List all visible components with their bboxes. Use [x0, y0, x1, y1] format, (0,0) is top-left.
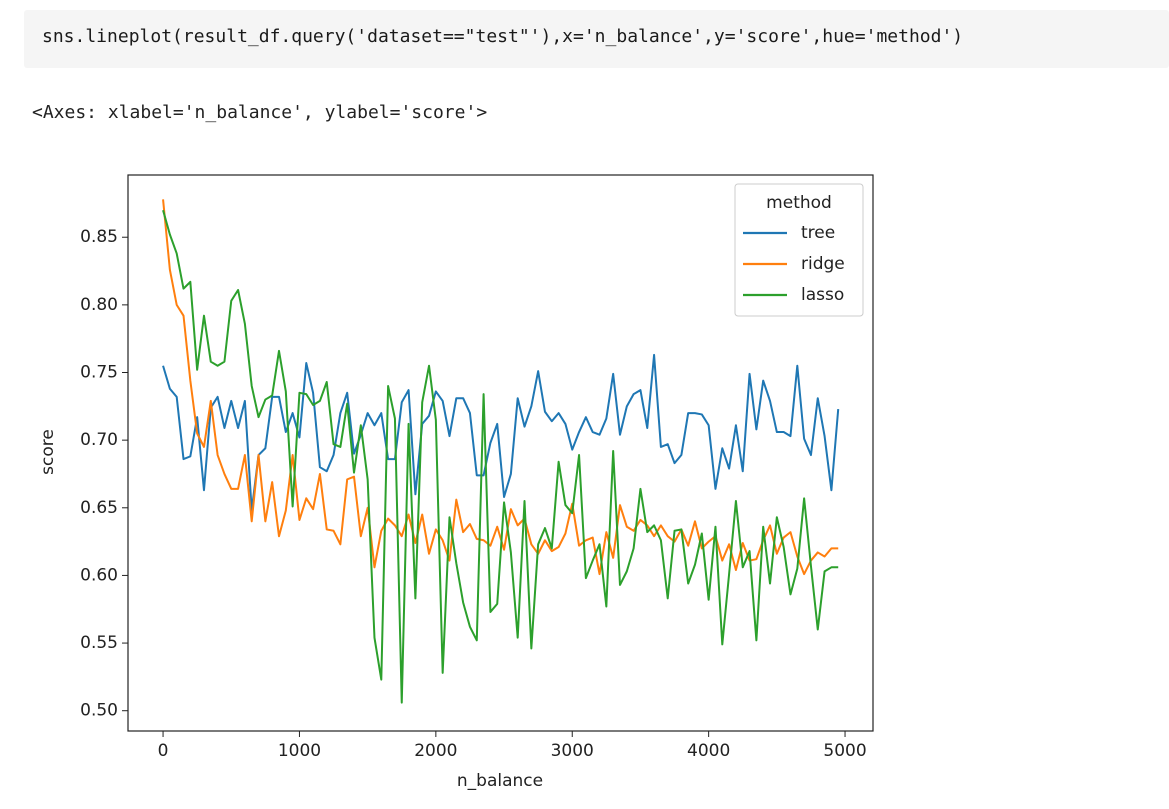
x-tick-label: 5000: [823, 741, 866, 761]
y-tick-label: 0.50: [80, 701, 118, 721]
legend-title: method: [766, 193, 832, 213]
code-text: sns.lineplot(result_df.query('dataset=="…: [42, 26, 964, 47]
y-tick-label: 0.75: [80, 363, 118, 383]
series-line: [162, 353, 840, 512]
x-tick-label: 1000: [278, 741, 321, 761]
x-axis-label: n_balance: [457, 771, 543, 791]
series-line: [162, 209, 839, 704]
output-text: <Axes: xlabel='n_balance', ylabel='score…: [32, 102, 488, 123]
x-tick-label: 2000: [414, 741, 457, 761]
code-cell: sns.lineplot(result_df.query('dataset=="…: [24, 10, 1169, 68]
legend-label: lasso: [801, 285, 844, 305]
x-tick-label: 4000: [687, 741, 730, 761]
y-tick-label: 0.85: [80, 227, 118, 247]
x-tick-label: 3000: [551, 741, 594, 761]
legend-label: tree: [801, 223, 835, 243]
y-tick-label: 0.55: [80, 633, 118, 653]
y-tick-label: 0.65: [80, 498, 118, 518]
y-tick-label: 0.60: [80, 565, 118, 585]
y-tick-label: 0.80: [80, 295, 118, 315]
y-axis-label: score: [38, 429, 58, 475]
legend-label: ridge: [801, 254, 845, 274]
y-tick-label: 0.70: [80, 430, 118, 450]
legend-box: [734, 183, 864, 317]
plot-frame: [127, 174, 874, 732]
x-tick-label: 0: [158, 741, 169, 761]
